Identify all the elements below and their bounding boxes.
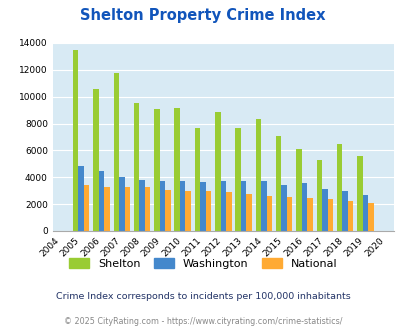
Bar: [336, 144, 341, 231]
Bar: [260, 181, 266, 231]
Bar: [307, 198, 312, 231]
Bar: [185, 191, 190, 231]
Bar: [78, 166, 84, 231]
Bar: [362, 195, 367, 231]
Bar: [246, 194, 251, 231]
Bar: [174, 108, 179, 231]
Bar: [367, 203, 373, 231]
Text: Shelton Property Crime Index: Shelton Property Crime Index: [80, 8, 325, 23]
Bar: [356, 156, 362, 231]
Bar: [286, 197, 292, 231]
Bar: [124, 187, 130, 231]
Bar: [205, 191, 211, 231]
Bar: [296, 149, 301, 231]
Bar: [220, 181, 226, 231]
Bar: [327, 199, 332, 231]
Bar: [154, 110, 159, 231]
Bar: [240, 181, 246, 231]
Bar: [347, 201, 352, 231]
Bar: [134, 103, 139, 231]
Bar: [98, 171, 104, 231]
Legend: Shelton, Washington, National: Shelton, Washington, National: [66, 255, 339, 272]
Bar: [255, 119, 260, 231]
Bar: [73, 50, 78, 231]
Bar: [84, 185, 89, 231]
Bar: [194, 128, 200, 231]
Bar: [104, 187, 109, 231]
Bar: [145, 187, 150, 231]
Bar: [275, 136, 281, 231]
Bar: [301, 183, 307, 231]
Text: © 2025 CityRating.com - https://www.cityrating.com/crime-statistics/: © 2025 CityRating.com - https://www.city…: [64, 317, 341, 326]
Bar: [321, 189, 327, 231]
Bar: [281, 185, 286, 231]
Bar: [159, 181, 165, 231]
Bar: [235, 128, 240, 231]
Bar: [119, 177, 124, 231]
Bar: [341, 191, 347, 231]
Bar: [215, 112, 220, 231]
Bar: [226, 192, 231, 231]
Bar: [316, 160, 321, 231]
Bar: [165, 190, 170, 231]
Text: Crime Index corresponds to incidents per 100,000 inhabitants: Crime Index corresponds to incidents per…: [55, 292, 350, 301]
Bar: [266, 196, 271, 231]
Bar: [200, 182, 205, 231]
Bar: [113, 73, 119, 231]
Bar: [139, 180, 145, 231]
Bar: [179, 181, 185, 231]
Bar: [93, 88, 98, 231]
